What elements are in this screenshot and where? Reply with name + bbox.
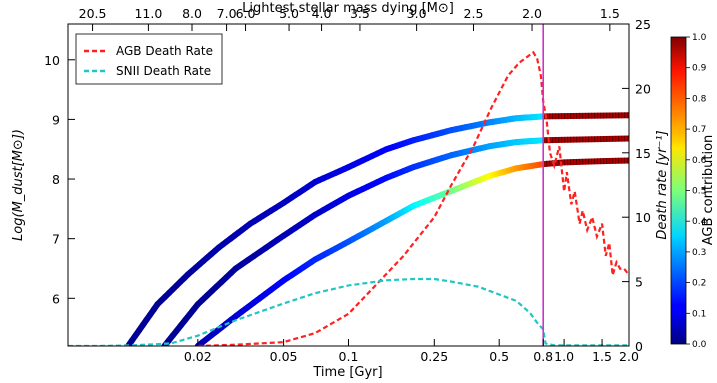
x-axis-label: Time [Gyr]: [312, 365, 382, 380]
colorbar-tick-label: 0.6: [692, 156, 707, 166]
x-tick-label: 1.5: [592, 349, 612, 364]
y-right-tick-label: 25: [635, 17, 651, 32]
post-track-2-texture: [542, 157, 629, 168]
colorbar-tick-label: 0.5: [692, 187, 706, 197]
colorbar-tick-label: 0.3: [692, 248, 706, 258]
y-right-tick-label: 20: [635, 81, 651, 96]
left-axis-label: Log(M_dust[M⊙]): [11, 129, 26, 241]
x-tick-label: 0.1: [339, 349, 359, 364]
legend-label-snii: SNII Death Rate: [116, 64, 211, 78]
legend: AGB Death Rate SNII Death Rate: [75, 33, 223, 85]
colorbar-label: AGB contribution: [701, 135, 716, 246]
colorbar-tick-label: 0.1: [692, 309, 706, 319]
colorbar-tick-label: 0.0: [692, 340, 707, 350]
top-tick-label: 1.5: [600, 6, 620, 21]
top-tick-label: 6.0: [236, 6, 256, 21]
colorbar: 0.0 0.1 0.2 0.3 0.4 0.5 0.6 0.7 0.8 0.9 1.0 AGB co…: [670, 33, 716, 350]
y-right-tick-label: 10: [635, 210, 651, 225]
post-track-1-texture: [543, 135, 629, 144]
legend-label-agb: AGB Death Rate: [116, 44, 213, 58]
x-tick-label: 0.5: [489, 349, 509, 364]
top-tick-label: 7.0: [217, 6, 237, 21]
top-tick-label: 2.5: [464, 6, 484, 21]
top-tick-label: 3.5: [350, 6, 370, 21]
axes-layer: 0.02 0.05 0.1 0.25 0.5 0.8 1.0 1.5 2.0 20.5 11.0 8.…: [44, 6, 651, 364]
y-left-tick-label: 7: [52, 232, 60, 247]
top-tick-label: 8.0: [182, 6, 202, 21]
colorbar-tick-label: 0.9: [692, 64, 707, 74]
y-left-tick-label: 8: [52, 172, 60, 187]
x-tick-label: 0.05: [270, 349, 298, 364]
y-left-tick-label: 6: [52, 291, 60, 306]
y-right-tick-label: 5: [635, 275, 643, 290]
death-rate-layer: [68, 50, 629, 346]
top-tick-label: 2.0: [522, 6, 542, 21]
x-tick-label: 0.8: [533, 349, 553, 364]
top-tick-label: 3.0: [407, 6, 427, 21]
dust-tracks-layer: [125, 112, 629, 346]
colorbar-tick-label: 0.7: [692, 125, 706, 135]
colorbar-tick-label: 0.2: [692, 279, 706, 289]
top-tick-label: 5.0: [279, 6, 299, 21]
colorbar-tick-label: 0.4: [692, 217, 707, 227]
colorbar-tick-label: 1.0: [692, 33, 707, 43]
y-right-tick-label: 0: [635, 339, 643, 354]
x-tick-label: 0.02: [184, 349, 212, 364]
post-track-0-texture: [543, 112, 629, 120]
right-axis-label: Death rate [yr⁻¹]: [655, 130, 670, 239]
top-tick-label: 11.0: [134, 6, 162, 21]
x-tick-label: 2.0: [619, 349, 639, 364]
y-right-tick-label: 15: [635, 146, 651, 161]
colorbar-ticks: 0.0 0.1 0.2 0.3 0.4 0.5 0.6 0.7 0.8 0.9 1.0: [686, 33, 707, 350]
x-tick-label: 1.0: [554, 349, 574, 364]
y-left-tick-label: 9: [52, 112, 60, 127]
top-axis-label: Lightest stellar mass dying [M⊙]: [242, 1, 454, 16]
colorbar-tick-label: 0.8: [692, 94, 707, 104]
agb-rate-line: [197, 50, 629, 346]
x-tick-label: 0.25: [420, 349, 448, 364]
snii-rate-line: [68, 277, 629, 346]
legend-box: [75, 33, 223, 85]
colorbar-gradient: [670, 36, 687, 345]
top-tick-label: 4.0: [312, 6, 332, 21]
y-left-tick-label: 10: [44, 53, 60, 68]
top-tick-label: 20.5: [79, 6, 107, 21]
